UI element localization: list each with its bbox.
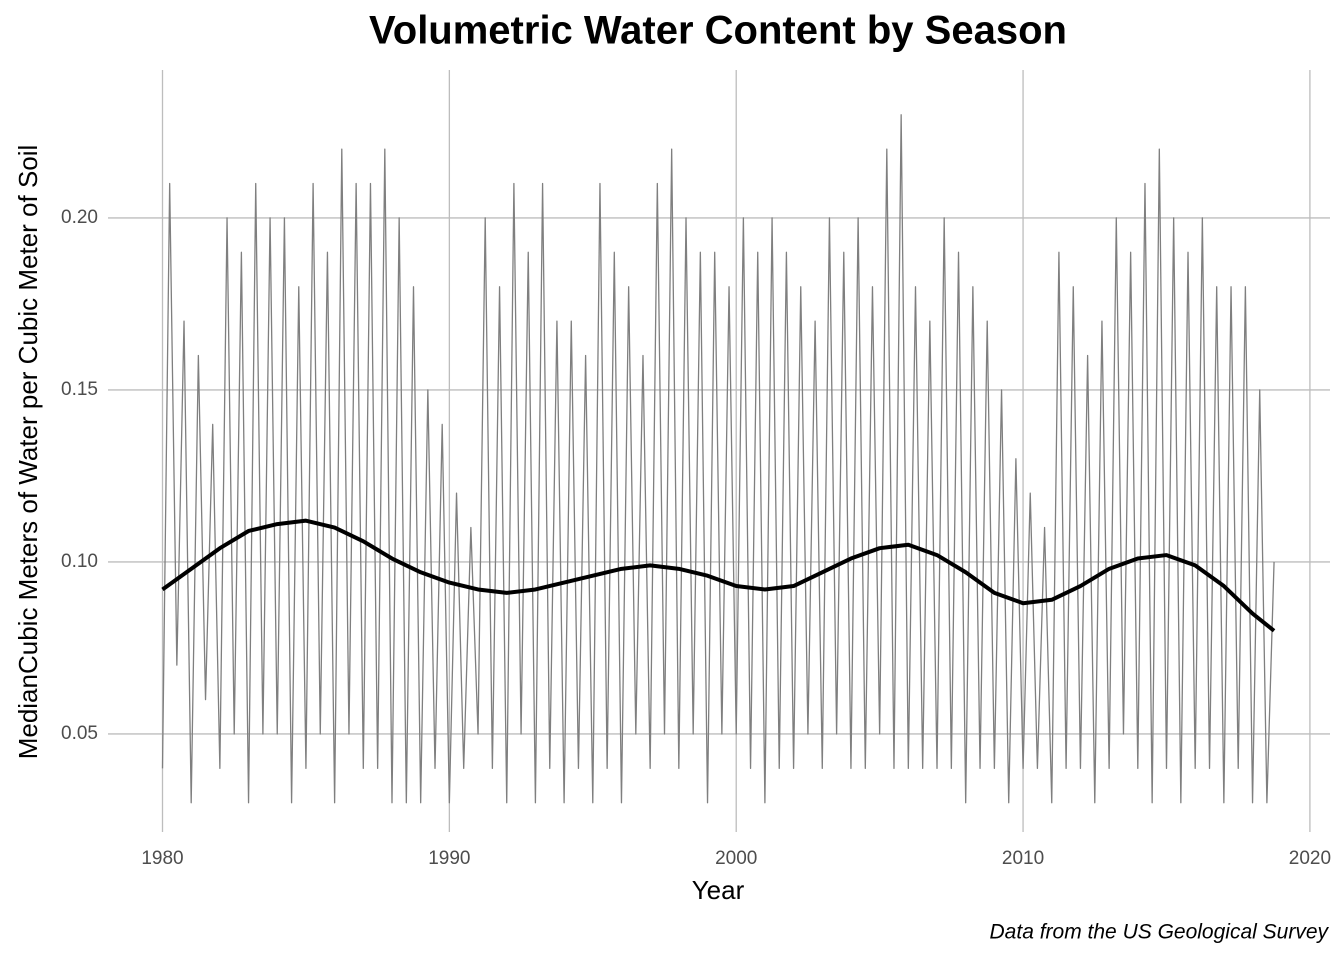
- x-tick-label: 2010: [1002, 848, 1044, 869]
- y-tick-label: 0.15: [61, 379, 98, 400]
- y-axis-label: MedianCubic Meters of Water per Cubic Me…: [13, 145, 43, 760]
- caption: Data from the US Geological Survey: [990, 921, 1330, 944]
- y-tick-label: 0.10: [61, 551, 98, 572]
- x-tick-label: 2020: [1289, 848, 1331, 869]
- x-tick-label: 2000: [715, 848, 757, 869]
- series-line: [161, 114, 1275, 804]
- x-axis-label: Year: [692, 875, 745, 905]
- series-line: [161, 518, 1276, 633]
- x-tick-label: 1990: [428, 848, 470, 869]
- y-tick-label: 0.05: [61, 723, 98, 744]
- y-tick-label: 0.20: [61, 207, 98, 228]
- x-tick-label: 1980: [141, 848, 183, 869]
- chart-title: Volumetric Water Content by Season: [369, 9, 1067, 53]
